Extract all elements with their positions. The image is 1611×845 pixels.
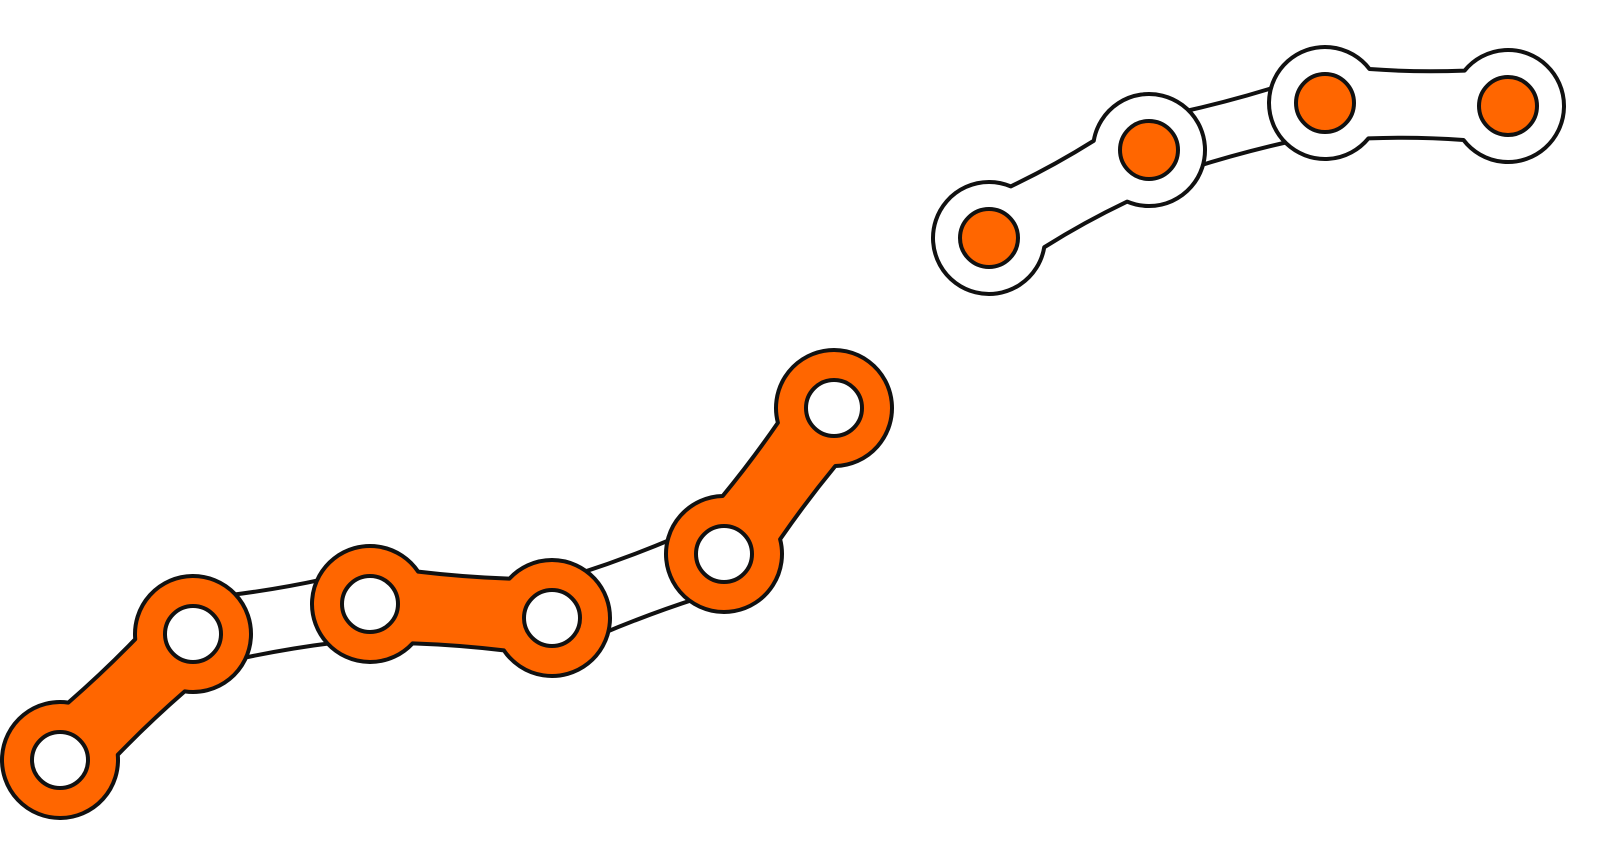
chain-outer-plate: [310, 544, 612, 678]
chain-pin: [1294, 72, 1356, 134]
chain-pin: [804, 378, 864, 438]
chain-pin: [522, 588, 582, 648]
chain-outer-plate: [664, 348, 894, 614]
bicycle-chain-orange-icon: [0, 348, 894, 820]
bicycle-chain-outline-icon: [931, 45, 1566, 296]
chain-pin: [1118, 119, 1180, 181]
chain-pin: [958, 207, 1020, 269]
chain-pin: [694, 524, 754, 584]
chain-pin: [30, 730, 90, 790]
chain-pin: [163, 604, 223, 664]
chain-pin: [1477, 75, 1539, 137]
chain-pin: [340, 574, 400, 634]
chain-outer-plate: [1267, 45, 1566, 164]
